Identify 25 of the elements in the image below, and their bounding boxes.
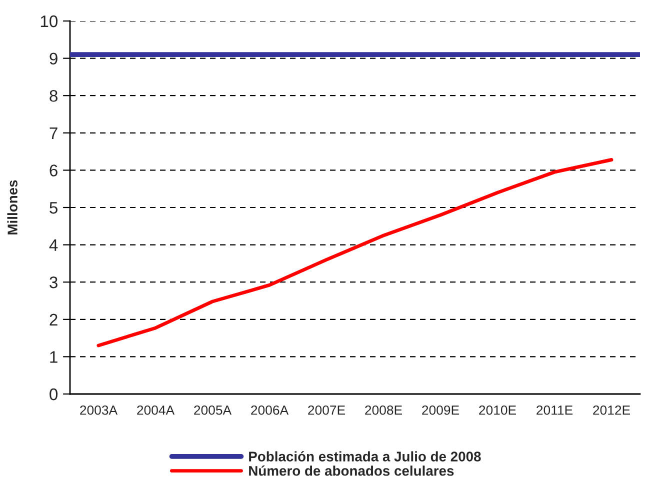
x-tick-label: 2011E xyxy=(536,405,573,415)
x-tick-label: 2005A xyxy=(194,405,232,415)
y-tick-label: 9 xyxy=(50,52,58,65)
y-tick-label: 5 xyxy=(50,202,58,214)
legend-label: Número de abonados celulares xyxy=(249,465,454,476)
x-tick-label: 2006A xyxy=(251,405,289,415)
y-tick-label: 10 xyxy=(40,15,58,28)
x-tick-label: 2008E xyxy=(365,405,402,415)
x-tick-label: 2007E xyxy=(308,405,346,415)
y-tick-label: 2 xyxy=(50,314,58,326)
y-tick-label: 8 xyxy=(50,90,58,102)
x-tick-label: 2009E xyxy=(422,405,460,415)
x-tick-label: 2012E xyxy=(593,405,630,415)
y-tick-label: 7 xyxy=(50,127,58,139)
x-tick-label: 2010E xyxy=(479,405,516,415)
y-tick-label: 3 xyxy=(50,276,58,288)
x-tick-label: 2004A xyxy=(137,405,175,415)
line-series xyxy=(96,158,614,348)
legend-label: Población estimada a Julio de 2008 xyxy=(249,451,481,462)
y-tick-label: 4 xyxy=(49,239,58,251)
y-axis-title: Millones xyxy=(7,180,18,234)
y-tick-label: 6 xyxy=(50,164,58,176)
y-tick-label: 1 xyxy=(50,351,58,363)
y-tick-label: 0 xyxy=(50,388,58,400)
x-tick-label: 2003A xyxy=(80,405,118,415)
